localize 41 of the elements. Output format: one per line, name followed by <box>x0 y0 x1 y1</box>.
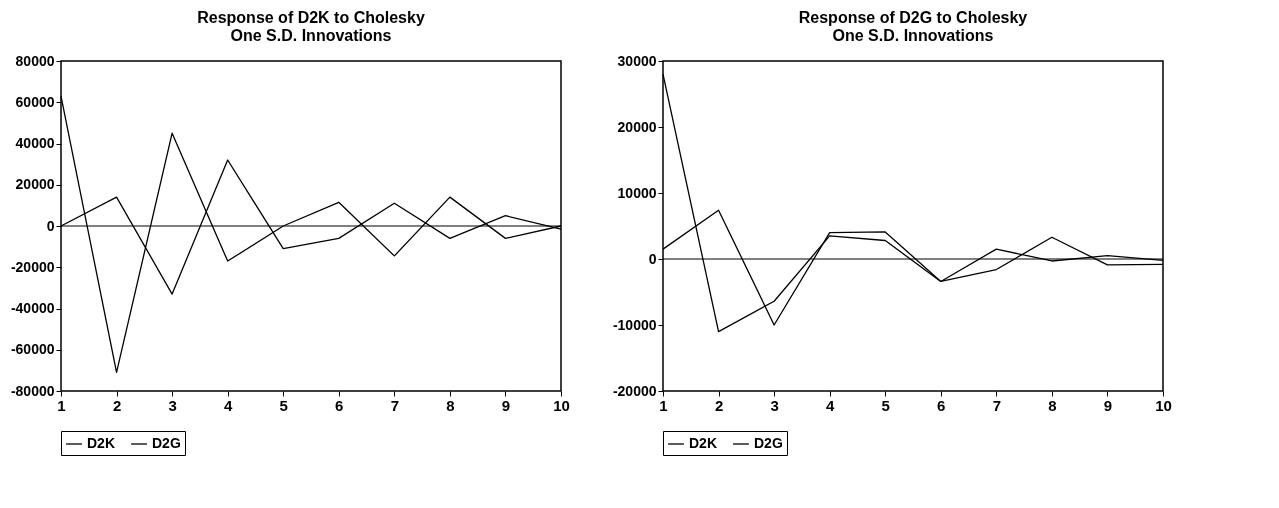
y-tick-label: 20000 <box>15 176 55 193</box>
x-tick-label: 8 <box>446 396 455 414</box>
y-tick-label: 30000 <box>617 52 657 69</box>
x-tick-label: 10 <box>1155 396 1172 414</box>
y-tick-label: -20000 <box>612 382 657 399</box>
y-tick-label: -10000 <box>612 316 657 333</box>
y-tick-label: 20000 <box>617 118 657 135</box>
y-tick-label: 0 <box>46 217 55 234</box>
y-tick-label: 60000 <box>15 93 55 110</box>
legend-label: D2G <box>152 435 181 451</box>
x-tick-label: 7 <box>992 396 1002 414</box>
x-tick-label: 5 <box>279 396 288 414</box>
x-tick-label: 2 <box>112 396 122 414</box>
x-tick-label: 2 <box>714 396 724 414</box>
x-tick-label: 4 <box>223 396 233 414</box>
y-tick-label: 0 <box>648 250 657 267</box>
x-tick-label: 9 <box>501 396 511 414</box>
y-tick-label: -80000 <box>10 382 55 399</box>
x-tick-label: 1 <box>57 396 66 414</box>
legend-label: D2G <box>754 435 783 451</box>
legend-label: D2K <box>87 435 116 451</box>
y-tick-label: 80000 <box>15 52 55 69</box>
x-tick-label: 5 <box>881 396 890 414</box>
x-tick-label: 1 <box>659 396 668 414</box>
x-tick-label: 3 <box>770 396 779 414</box>
x-tick-label: 7 <box>390 396 400 414</box>
chart-title: Response of D2K to Cholesky One S.D. Innovations <box>197 9 425 44</box>
y-tick-label: -60000 <box>10 341 55 358</box>
y-tick-label: -20000 <box>10 258 55 275</box>
x-tick-label: 9 <box>1103 396 1113 414</box>
legend-label: D2K <box>689 435 718 451</box>
x-tick-label: 6 <box>335 396 344 414</box>
x-tick-label: 3 <box>168 396 177 414</box>
chart-title: Response of D2G to Cholesky One S.D. Innovations <box>798 9 1028 44</box>
x-tick-label: 10 <box>553 396 570 414</box>
x-tick-label: 8 <box>1048 396 1057 414</box>
y-tick-label: 40000 <box>15 135 55 151</box>
y-tick-label: -40000 <box>10 300 55 316</box>
x-tick-label: 4 <box>825 396 835 414</box>
x-tick-label: 6 <box>937 396 946 414</box>
y-tick-label: 10000 <box>617 184 657 201</box>
